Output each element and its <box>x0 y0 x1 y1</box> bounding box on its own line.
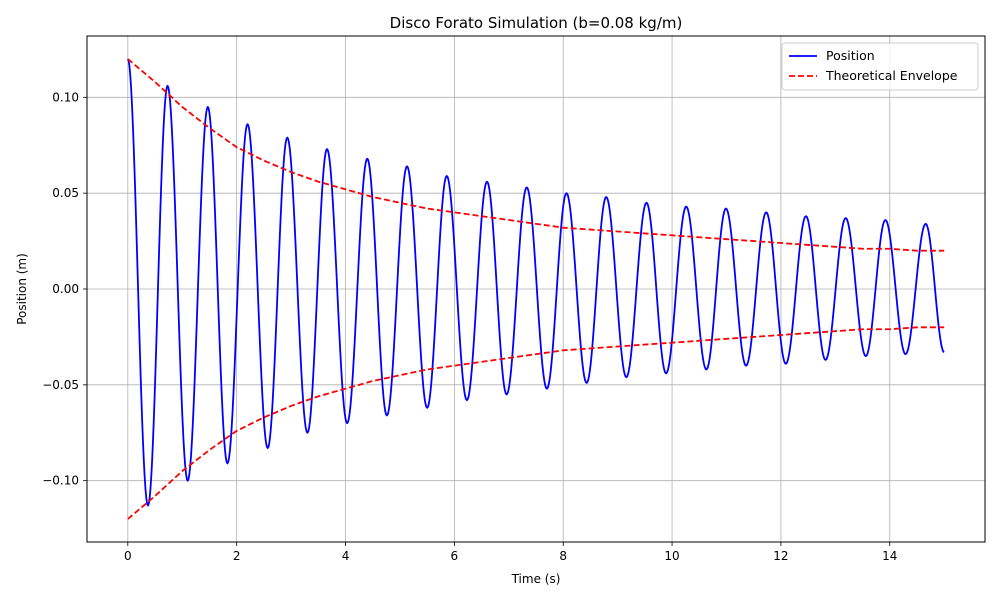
x-tick-label: 0 <box>124 549 132 563</box>
x-tick-label: 14 <box>882 549 897 563</box>
legend: Position Theoretical Envelope <box>781 42 979 91</box>
y-axis-label: Position (m) <box>15 253 29 325</box>
y-tick-label: −0.05 <box>42 378 79 392</box>
envelope-upper-line <box>127 58 945 252</box>
plot-series <box>126 58 945 520</box>
grid-lines <box>87 36 985 542</box>
chart-title: Disco Forato Simulation (b=0.08 kg/m) <box>390 14 683 32</box>
y-tick-label: 0.05 <box>52 186 79 200</box>
y-tick-label: 0.10 <box>52 90 79 104</box>
legend-position-label: Position <box>826 48 875 63</box>
y-axis-ticks: −0.10 −0.05 0.00 0.05 0.10 <box>42 90 87 488</box>
envelope-lower-line <box>127 326 945 520</box>
y-tick-label: −0.10 <box>42 474 79 488</box>
y-tick-label: 0.00 <box>52 282 79 296</box>
x-tick-label: 2 <box>233 549 241 563</box>
legend-box <box>781 42 979 91</box>
x-tick-label: 10 <box>664 549 679 563</box>
x-tick-label: 8 <box>559 549 567 563</box>
x-axis-label: Time (s) <box>511 572 561 586</box>
legend-envelope-label: Theoretical Envelope <box>825 68 958 83</box>
x-axis-ticks: 0 2 4 6 8 10 12 14 <box>124 542 897 563</box>
x-tick-label: 12 <box>773 549 788 563</box>
position-series-line <box>126 58 945 507</box>
x-tick-label: 4 <box>342 549 350 563</box>
x-tick-label: 6 <box>451 549 459 563</box>
